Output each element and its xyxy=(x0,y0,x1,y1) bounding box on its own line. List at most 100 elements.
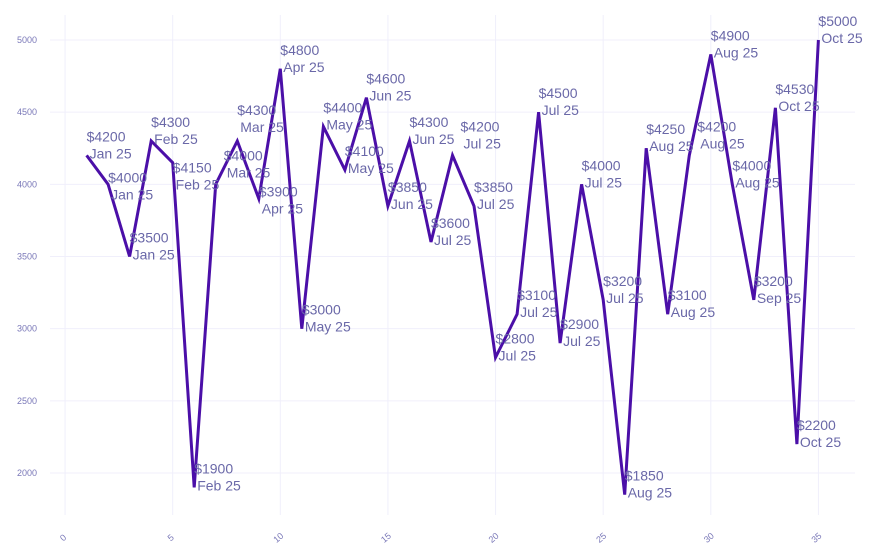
value-label: $4200 xyxy=(87,128,126,144)
month-label: Apr 25 xyxy=(283,59,324,75)
value-label: $4500 xyxy=(539,85,578,101)
month-label: Feb 25 xyxy=(154,131,198,147)
value-label: $3100 xyxy=(668,287,707,303)
month-label: Oct 25 xyxy=(821,30,862,46)
month-label: Oct 25 xyxy=(800,434,841,450)
value-label: $4150 xyxy=(173,160,212,176)
value-label: $3200 xyxy=(603,273,642,289)
value-label: $3900 xyxy=(259,184,298,200)
x-tick-label: 0 xyxy=(58,532,68,543)
month-label: Mar 25 xyxy=(227,164,271,180)
value-label: $4600 xyxy=(366,71,405,87)
value-label: $4200 xyxy=(697,118,736,134)
month-label: Jul 25 xyxy=(563,333,601,349)
month-label: Jan 25 xyxy=(133,246,175,262)
value-label: $4300 xyxy=(409,114,448,130)
series-line xyxy=(85,39,820,495)
month-label: Jun 25 xyxy=(391,196,433,212)
value-label: $4000 xyxy=(224,147,263,163)
month-label: Jul 25 xyxy=(542,102,580,118)
value-label: $4800 xyxy=(280,42,319,58)
month-label: Oct 25 xyxy=(778,98,819,114)
y-tick-label: 2000 xyxy=(17,468,37,478)
month-label: Mar 25 xyxy=(240,119,284,135)
month-label: Feb 25 xyxy=(197,477,241,493)
month-label: Jul 25 xyxy=(606,290,644,306)
month-label: Jan 25 xyxy=(90,145,132,161)
value-label: $4000 xyxy=(732,157,771,173)
value-label: $3850 xyxy=(388,179,427,195)
month-label: Apr 25 xyxy=(262,201,303,217)
month-label: Aug 25 xyxy=(628,485,673,501)
x-tick-label: 35 xyxy=(809,531,823,545)
month-label: Jul 25 xyxy=(477,196,515,212)
value-label: $4100 xyxy=(345,143,384,159)
value-label: $3500 xyxy=(130,229,169,245)
value-label: $4530 xyxy=(775,81,814,97)
y-tick-label: 4500 xyxy=(17,107,37,117)
month-label: May 25 xyxy=(348,160,394,176)
value-label: $3600 xyxy=(431,215,470,231)
month-label: Jan 25 xyxy=(111,186,153,202)
value-label: $1900 xyxy=(194,460,233,476)
month-label: Feb 25 xyxy=(176,177,220,193)
y-tick-label: 3000 xyxy=(17,324,37,334)
month-label: Jul 25 xyxy=(464,135,502,151)
value-label: $2200 xyxy=(797,417,836,433)
value-label: $3000 xyxy=(302,302,341,318)
value-label: $3200 xyxy=(754,273,793,289)
month-label: Jul 25 xyxy=(520,304,558,320)
value-label: $4250 xyxy=(646,121,685,137)
value-label: $4000 xyxy=(108,169,147,185)
x-tick-label: 25 xyxy=(594,531,608,545)
month-label: Aug 25 xyxy=(700,135,745,151)
value-label: $4000 xyxy=(582,157,621,173)
grid xyxy=(50,15,855,515)
month-label: May 25 xyxy=(305,319,351,335)
month-label: Aug 25 xyxy=(735,174,780,190)
value-label: $5000 xyxy=(818,13,857,29)
month-label: Jun 25 xyxy=(412,131,454,147)
value-label: $3850 xyxy=(474,179,513,195)
month-label: May 25 xyxy=(326,117,372,133)
month-label: Jul 25 xyxy=(434,232,472,248)
y-tick-label: 3500 xyxy=(17,251,37,261)
value-label: $4900 xyxy=(711,27,750,43)
x-tick-label: 15 xyxy=(379,531,393,545)
y-tick-label: 4000 xyxy=(17,179,37,189)
month-label: Aug 25 xyxy=(714,44,759,60)
